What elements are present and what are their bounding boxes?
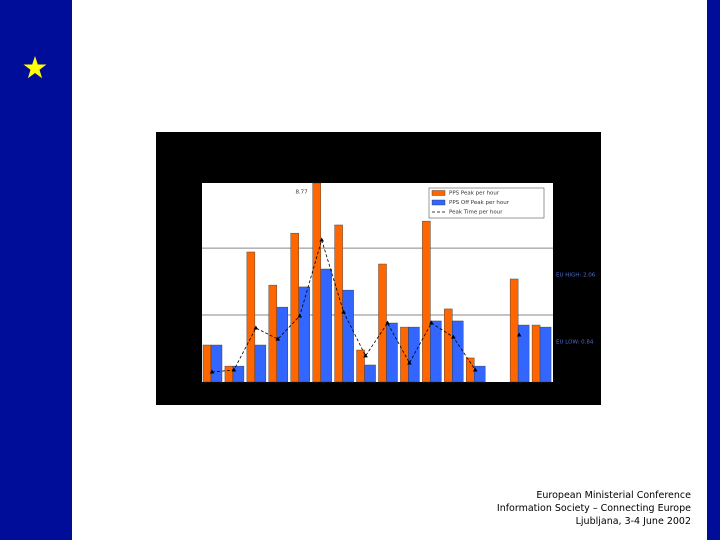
- reference-label: EU HIGH: 2.06: [556, 273, 596, 279]
- line-marker: [209, 369, 215, 374]
- bar: [430, 320, 442, 383]
- line-marker: [341, 309, 346, 314]
- bar: [422, 220, 431, 383]
- bar: [224, 365, 234, 383]
- line-marker: [407, 360, 412, 365]
- bar: [444, 308, 453, 383]
- left-band: [0, 0, 72, 540]
- bar: [334, 224, 343, 383]
- bar: [268, 284, 278, 383]
- bar: [517, 324, 530, 383]
- line-marker: [253, 325, 259, 330]
- bar: [408, 326, 420, 383]
- bar: [276, 306, 289, 383]
- line-marker: [516, 332, 522, 337]
- bar: [232, 365, 245, 383]
- line-marker: [451, 334, 456, 339]
- footer-line: Ljubljana, 3-4 June 2002: [575, 516, 691, 527]
- footer-line: European Ministerial Conference: [536, 490, 691, 501]
- right-band: [707, 0, 720, 540]
- bar: [452, 320, 464, 383]
- bar: [254, 344, 267, 383]
- line-marker: [429, 320, 434, 325]
- legend-swatch: [431, 199, 446, 206]
- bar: [509, 278, 519, 383]
- bar: [400, 326, 409, 383]
- star: [23, 56, 47, 79]
- line-marker: [297, 313, 303, 318]
- line-marker: [275, 336, 281, 341]
- bar: [342, 289, 354, 383]
- line-marker: [319, 237, 324, 242]
- bar: [386, 322, 398, 383]
- data-label: 8.77: [295, 190, 308, 196]
- bar: [539, 326, 552, 383]
- bar: [320, 268, 332, 383]
- bar: [531, 324, 541, 383]
- bar: [378, 263, 387, 383]
- reference-label: EU LOW: 0.84: [556, 340, 594, 346]
- legend-label: PPS Peak per hour: [449, 191, 500, 197]
- legend-label: Peak Time per hour: [449, 210, 503, 216]
- legend-swatch: [431, 190, 446, 196]
- bar: [356, 349, 365, 383]
- bar: [312, 182, 321, 383]
- bar: [364, 364, 376, 383]
- bar: [298, 286, 310, 383]
- bar: [290, 232, 299, 383]
- line-marker: [472, 367, 478, 372]
- line-marker: [385, 320, 390, 325]
- bar: [246, 251, 256, 383]
- bar: [466, 357, 475, 383]
- footer: European Ministerial Conference Informat…: [497, 489, 691, 528]
- bar: [210, 344, 223, 383]
- legend-box: [428, 187, 545, 219]
- bar: [202, 344, 212, 383]
- bar: [474, 365, 486, 383]
- footer-line: Information Society – Connecting Europe: [496, 503, 691, 514]
- legend-label: PPS Off Peak per hour: [449, 200, 510, 206]
- line-marker: [231, 367, 237, 372]
- line-marker: [363, 353, 368, 358]
